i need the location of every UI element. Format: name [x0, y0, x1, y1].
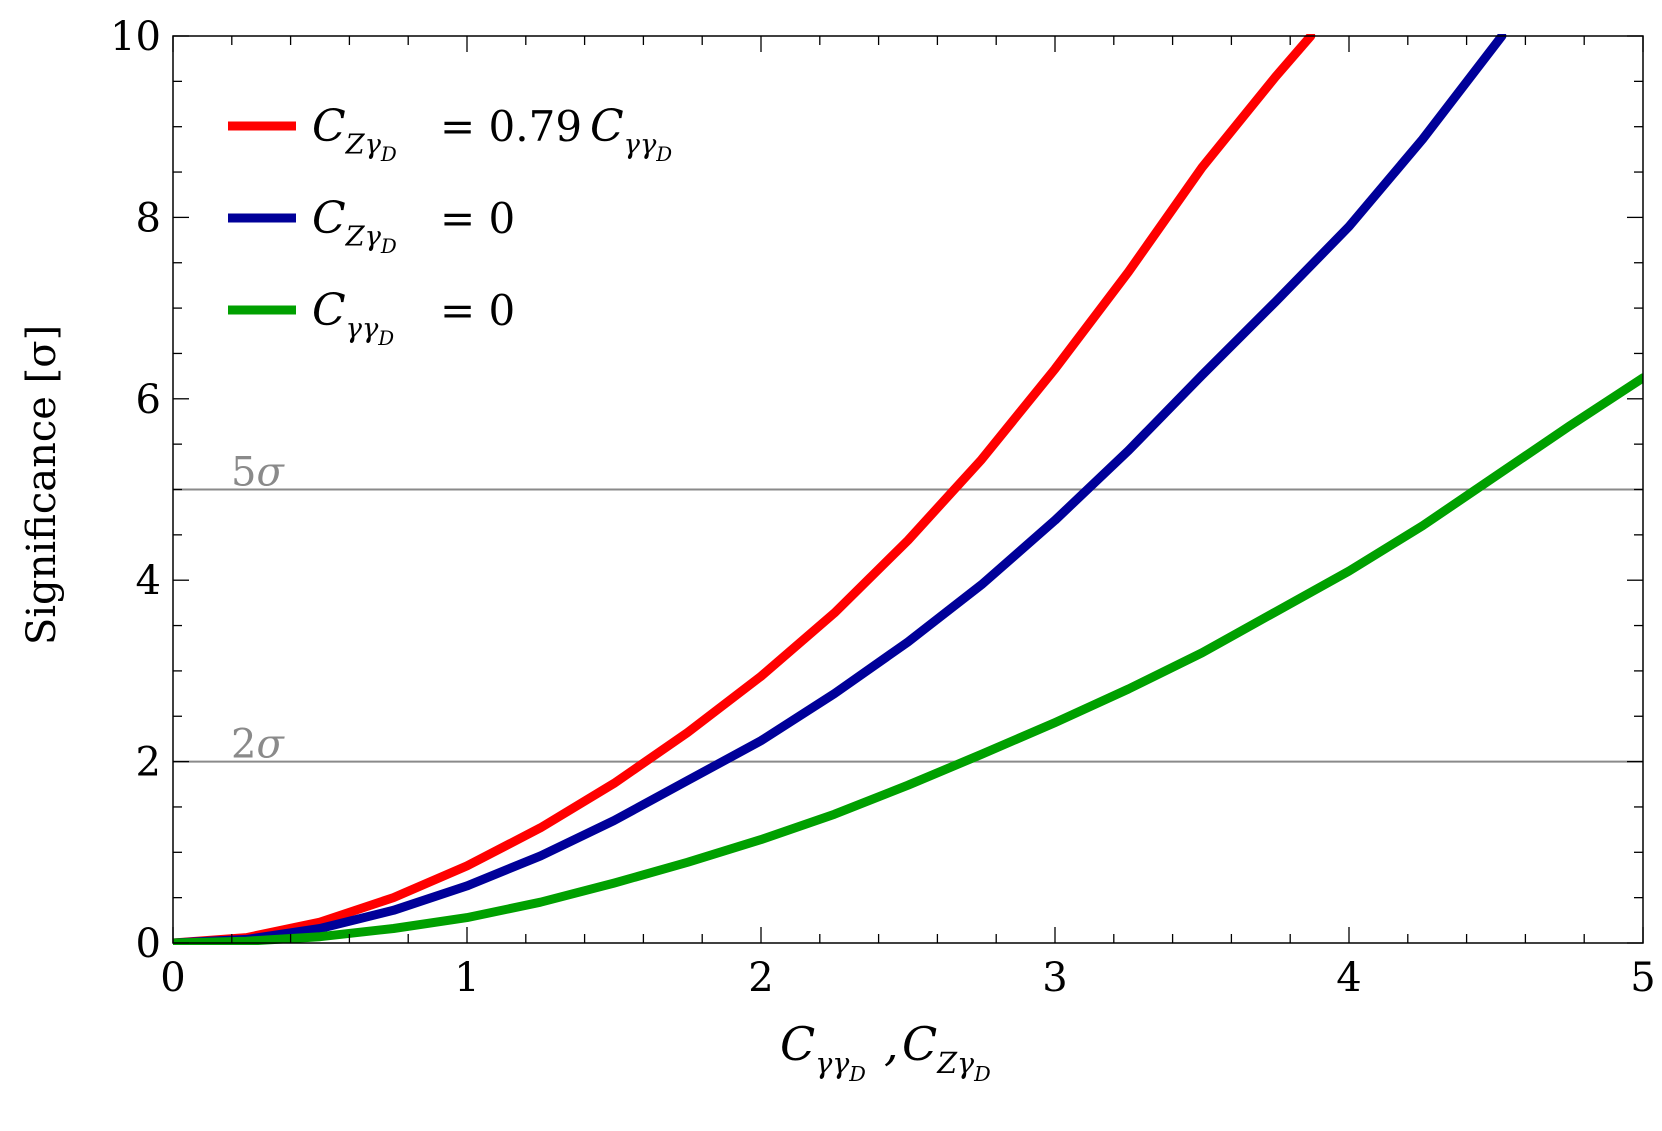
x-axis-title: CγγD, CZγD: [780, 1017, 991, 1086]
x-title-part-1: CγγD: [780, 1017, 866, 1086]
series-layer: [173, 34, 1643, 945]
reference-label-2: 2σ: [231, 722, 285, 768]
legend-label-2: CZγD: [312, 193, 397, 258]
reference-label-1: 5σ: [231, 450, 285, 496]
legend-label-1: CZγD: [312, 101, 397, 166]
y-tick-label: 10: [110, 14, 161, 60]
x-tick-label: 0: [160, 955, 185, 1001]
axes-layer: 0 1 2 3 4 5 0 2 4 6 8 10: [110, 14, 1656, 1001]
series-line-3: [173, 373, 1643, 945]
x-tick-label: 3: [1042, 955, 1067, 1001]
legend-rhs-1: = 0.79: [440, 102, 582, 151]
legend-rhs-2: = 0: [440, 194, 515, 243]
y-axis-title: Significance [σ]: [19, 325, 65, 645]
legend-rhs-3: = 0: [440, 286, 515, 335]
x-tick-label: 4: [1336, 955, 1361, 1001]
legend-rhs-symbol-1: CγγD: [590, 101, 672, 166]
y-tick-label: 6: [136, 377, 161, 423]
x-title-part-2: CZγD: [902, 1017, 991, 1086]
x-tick-label: 5: [1630, 955, 1655, 1001]
x-tick-label: 2: [748, 955, 773, 1001]
x-tick-label: 1: [454, 955, 479, 1001]
y-tick-label: 4: [136, 558, 161, 604]
y-tick-label: 0: [136, 921, 161, 967]
reference-lines: 5σ 2σ: [173, 450, 1643, 768]
series-line-2: [173, 34, 1507, 945]
x-title-comma: ,: [884, 1017, 899, 1071]
series-line-1: [173, 34, 1316, 945]
legend-label-3: CγγD: [312, 285, 394, 350]
y-tick-label: 2: [136, 740, 161, 786]
y-tick-label: 8: [136, 195, 161, 241]
